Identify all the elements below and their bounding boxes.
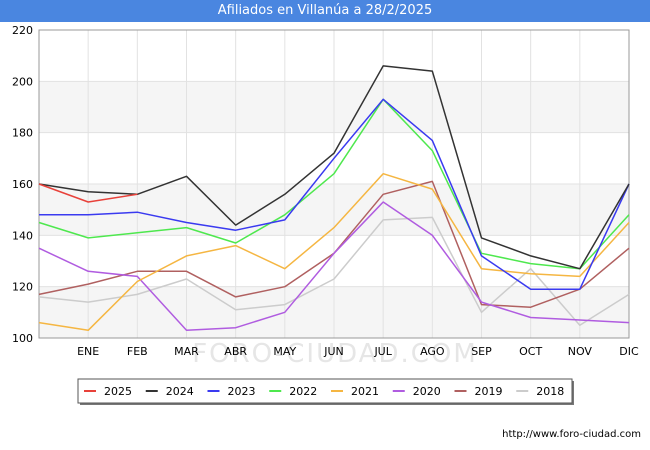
- legend-label-2018: 2018: [536, 385, 564, 398]
- x-tick-label: MAY: [273, 345, 296, 358]
- y-axis-ticks: 100 120 140 160 180 200 220: [12, 24, 33, 345]
- x-tick-label: JUL: [373, 345, 392, 358]
- x-tick-label: ABR: [224, 345, 247, 358]
- y-tick-label: 220: [12, 24, 33, 37]
- legend-label-2023: 2023: [228, 385, 256, 398]
- x-tick-label: MAR: [174, 345, 199, 358]
- series-line-2020: [38, 201, 630, 332]
- y-tick-label: 160: [12, 178, 33, 191]
- x-tick-label: DIC: [619, 345, 639, 358]
- x-tick-label: AGO: [420, 345, 445, 358]
- legend-label-2024: 2024: [166, 385, 194, 398]
- legend: 2025 2024 2023 2022 2021 2020 2019 2018: [77, 378, 574, 405]
- series-line-2022: [38, 98, 630, 270]
- x-tick-label: ENE: [77, 345, 99, 358]
- x-axis-ticks: ENE FEB MAR ABR MAY JUN JUL AGO SEP OCT NOV DIC: [77, 345, 639, 358]
- legend-box: [77, 378, 573, 404]
- legend-label-2025: 2025: [104, 385, 132, 398]
- series-line-2021: [38, 172, 630, 332]
- series-line-2023: [39, 98, 630, 290]
- series-line-2025: [38, 183, 138, 203]
- y-tick-label: 120: [12, 281, 33, 294]
- x-tick-label: JUN: [323, 345, 344, 358]
- y-tick-label: 200: [12, 75, 33, 88]
- legend-label-2020: 2020: [413, 385, 441, 398]
- x-tick-label: NOV: [568, 345, 593, 358]
- y-tick-label: 100: [12, 332, 33, 345]
- x-tick-label: FEB: [127, 345, 148, 358]
- legend-label-2021: 2021: [351, 385, 379, 398]
- chart-title: Afiliados en Villanúa a 28/2/2025: [0, 0, 650, 22]
- y-tick-label: 180: [12, 127, 33, 140]
- legend-label-2022: 2022: [289, 385, 317, 398]
- legend-label-2019: 2019: [475, 385, 503, 398]
- series-line-2018: [38, 216, 630, 326]
- x-tick-label: OCT: [519, 345, 542, 358]
- watermark: FORO-CIUDAD.COM: [192, 339, 478, 369]
- source-url: http://www.foro-ciudad.com: [502, 429, 641, 440]
- y-tick-label: 140: [12, 229, 33, 242]
- series-lines: [38, 65, 630, 332]
- x-tick-label: SEP: [471, 345, 492, 358]
